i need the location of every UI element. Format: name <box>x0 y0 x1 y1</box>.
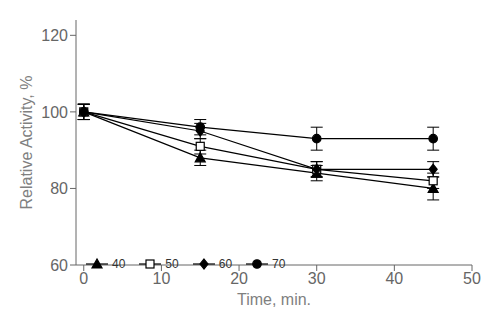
svg-text:100: 100 <box>41 104 68 121</box>
svg-text:120: 120 <box>41 27 68 44</box>
svg-text:10: 10 <box>153 270 171 287</box>
svg-text:Time, min.: Time, min. <box>237 291 311 308</box>
svg-text:40: 40 <box>385 270 403 287</box>
svg-text:Relative Activity, %: Relative Activity, % <box>18 76 35 210</box>
svg-text:30: 30 <box>308 270 326 287</box>
html-text:40: 40 <box>112 257 126 271</box>
svg-text:60: 60 <box>50 257 68 274</box>
html-text:70: 70 <box>272 257 286 271</box>
svg-text:0: 0 <box>79 270 88 287</box>
html-text:50: 50 <box>165 257 179 271</box>
svg-text:20: 20 <box>230 270 248 287</box>
svg-text:50: 50 <box>463 270 481 287</box>
svg-text:80: 80 <box>50 180 68 197</box>
html-text:60: 60 <box>218 257 233 271</box>
